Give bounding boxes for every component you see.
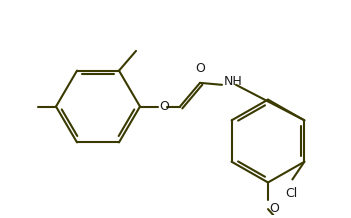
Text: O: O — [159, 100, 169, 113]
Text: Cl: Cl — [285, 187, 298, 200]
Text: O: O — [195, 62, 205, 75]
Text: O: O — [269, 202, 279, 215]
Text: NH: NH — [224, 75, 243, 88]
